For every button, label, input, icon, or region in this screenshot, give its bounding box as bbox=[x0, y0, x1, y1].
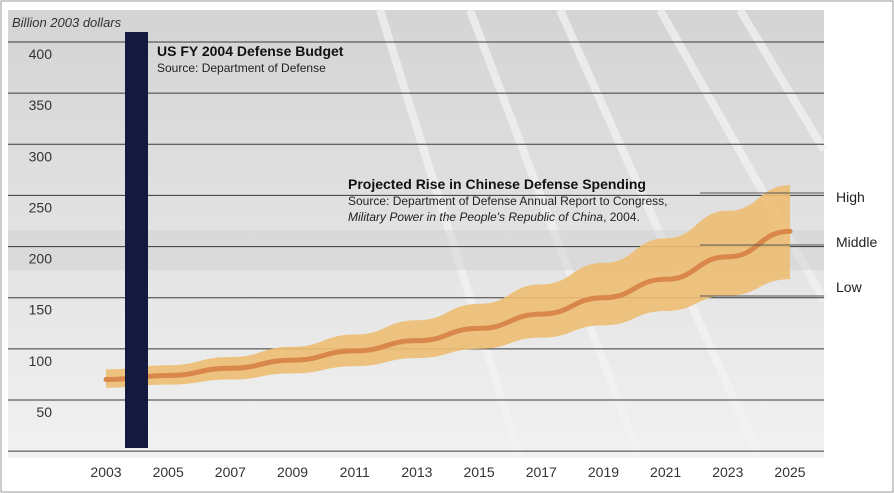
background-stripe bbox=[556, 8, 764, 460]
projection-source-italic: Military Power in the People's Republic … bbox=[348, 210, 603, 224]
bar-title: US FY 2004 Defense Budget bbox=[157, 43, 344, 59]
x-tick-label: 2023 bbox=[712, 464, 743, 480]
x-tick-label: 2025 bbox=[774, 464, 805, 480]
x-tick-label: 2005 bbox=[153, 464, 184, 480]
background-stripe bbox=[376, 8, 524, 460]
projection-middle-line bbox=[103, 228, 793, 383]
band-label-middle: Middle bbox=[836, 234, 877, 250]
x-tick-label: 2019 bbox=[588, 464, 619, 480]
x-tick-label: 2007 bbox=[215, 464, 246, 480]
bar-layer bbox=[125, 32, 148, 448]
y-axis-title: Billion 2003 dollars bbox=[12, 15, 122, 30]
background-stripe bbox=[736, 7, 828, 153]
projection-title: Projected Rise in Chinese Defense Spendi… bbox=[348, 176, 646, 192]
projection-range-area bbox=[106, 185, 790, 388]
y-tick-label: 250 bbox=[29, 199, 53, 215]
bar-source: Source: Department of Defense bbox=[157, 61, 326, 75]
x-tick-label: 2013 bbox=[401, 464, 432, 480]
background-stripe bbox=[656, 8, 828, 302]
y-tick-label: 400 bbox=[29, 46, 53, 62]
y-tick-label: 100 bbox=[29, 353, 53, 369]
x-tick-label: 2021 bbox=[650, 464, 681, 480]
x-tick-label: 2015 bbox=[464, 464, 495, 480]
x-tick-label: 2011 bbox=[340, 464, 370, 480]
x-tick-label: 2009 bbox=[277, 464, 308, 480]
bar-us-defense-budget bbox=[125, 32, 148, 448]
background-stripe bbox=[466, 8, 644, 460]
x-tick-label: 2017 bbox=[526, 464, 557, 480]
tick-labels: 50 100 150 200 250 300 350 400 2003 2005 2007 2009 2… bbox=[29, 46, 806, 480]
y-tick-label: 300 bbox=[29, 148, 53, 164]
projection-source-tail: , 2004. bbox=[603, 210, 640, 224]
y-tick-label: 200 bbox=[29, 251, 53, 267]
projection-source-line2: Military Power in the People's Republic … bbox=[348, 210, 640, 224]
projection-band bbox=[103, 185, 793, 388]
y-tick-label: 150 bbox=[29, 302, 53, 318]
y-tick-label: 50 bbox=[36, 404, 52, 420]
x-tick-label: 2003 bbox=[90, 464, 121, 480]
band-label-high: High bbox=[836, 189, 865, 205]
band-label-low: Low bbox=[836, 279, 863, 295]
projection-source-line1: Source: Department of Defense Annual Rep… bbox=[348, 194, 668, 208]
y-tick-label: 350 bbox=[29, 97, 53, 113]
band-labels: High Middle Low bbox=[700, 189, 877, 297]
